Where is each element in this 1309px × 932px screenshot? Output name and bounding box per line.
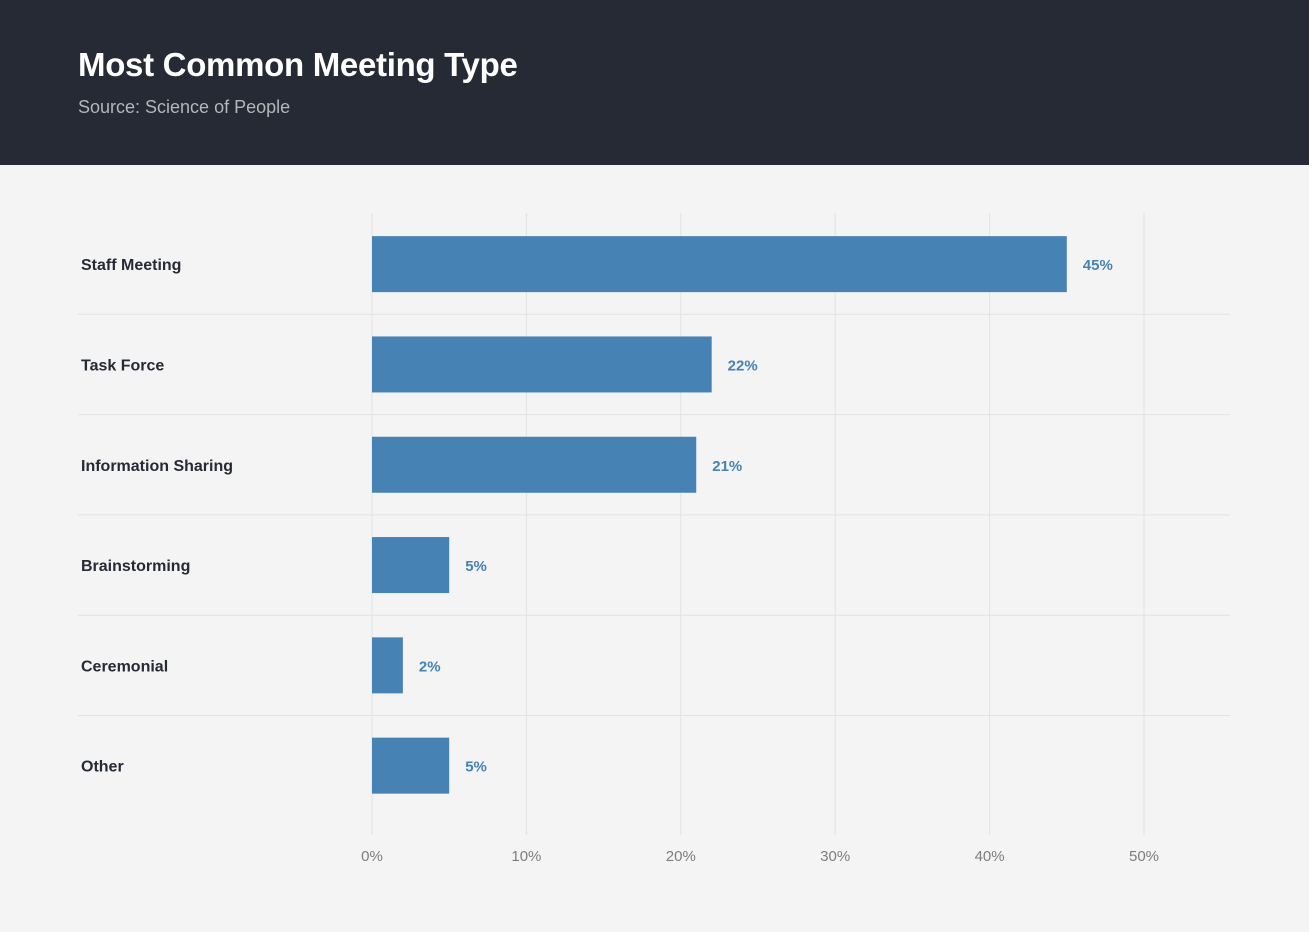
category-label: Other — [81, 759, 124, 776]
bar — [372, 236, 1067, 293]
bar — [372, 737, 450, 794]
x-tick-label: 50% — [1129, 848, 1159, 865]
x-tick-label: 30% — [820, 848, 850, 865]
value-label: 21% — [712, 458, 742, 475]
bar — [372, 336, 712, 393]
value-label: 5% — [465, 759, 487, 776]
value-label: 5% — [465, 558, 487, 575]
value-label: 22% — [728, 357, 758, 374]
x-tick-label: 10% — [511, 848, 541, 865]
category-label: Staff Meeting — [81, 257, 181, 274]
chart-subtitle: Source: Science of People — [78, 97, 291, 117]
bar — [372, 436, 697, 493]
category-label: Task Force — [81, 357, 164, 374]
chart-title: Most Common Meeting Type — [78, 46, 518, 83]
value-label: 2% — [419, 658, 441, 675]
x-tick-label: 20% — [666, 848, 696, 865]
x-tick-label: 0% — [361, 848, 383, 865]
x-tick-label: 40% — [975, 848, 1005, 865]
category-label: Brainstorming — [81, 558, 190, 575]
category-label: Information Sharing — [81, 458, 233, 475]
category-label: Ceremonial — [81, 658, 168, 675]
chart-header: Most Common Meeting Type Source: Science… — [0, 0, 1309, 165]
value-label: 45% — [1083, 257, 1113, 274]
bar — [372, 637, 403, 694]
bar — [372, 537, 450, 594]
